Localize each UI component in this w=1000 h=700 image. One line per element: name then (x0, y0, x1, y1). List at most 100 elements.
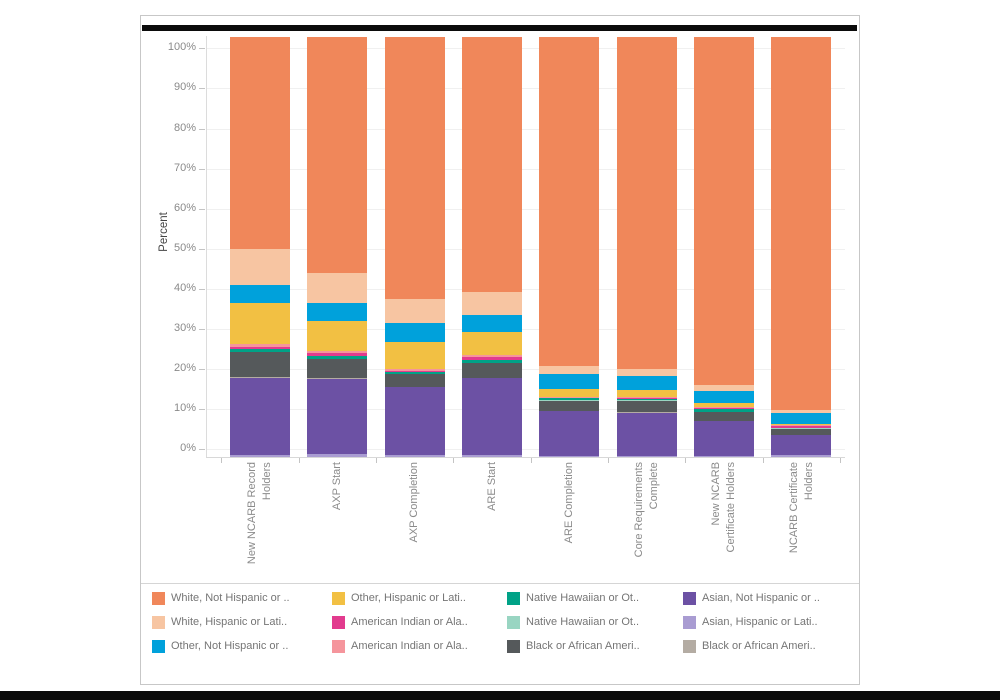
bar-4[interactable] (461, 36, 522, 458)
segment-black_nh[interactable] (616, 400, 677, 413)
legend-label-amind_h: American Indian or Ala.. (351, 640, 468, 652)
segment-amind_nh[interactable] (307, 353, 368, 357)
segment-black_nh[interactable] (461, 363, 522, 378)
segment-white_nh[interactable] (461, 36, 522, 293)
segment-asian_nh[interactable] (384, 387, 445, 456)
segment-other_h[interactable] (771, 423, 832, 426)
legend-item-nathaw_nh[interactable]: Native Hawaiian or Ot.. (507, 589, 639, 607)
segment-black_nh[interactable] (694, 412, 754, 421)
segment-amind_h[interactable] (771, 425, 832, 427)
segment-asian_h[interactable] (461, 455, 522, 458)
segment-white_h[interactable] (616, 368, 677, 377)
bar-1[interactable] (229, 36, 290, 458)
segment-white_h[interactable] (539, 365, 600, 374)
segment-asian_nh[interactable] (539, 411, 600, 456)
segment-amind_h[interactable] (539, 396, 600, 398)
segment-other_h[interactable] (461, 331, 522, 356)
segment-other_nh[interactable] (384, 322, 445, 342)
segment-amind_h[interactable] (461, 355, 522, 358)
segment-amind_h[interactable] (229, 344, 290, 347)
legend-item-white_h[interactable]: White, Hispanic or Lati.. (152, 613, 287, 631)
segment-amind_nh[interactable] (461, 357, 522, 360)
segment-asian_nh[interactable] (229, 377, 290, 455)
segment-amind_nh[interactable] (539, 397, 600, 399)
bar-2[interactable] (307, 36, 368, 458)
segment-white_nh[interactable] (694, 36, 754, 385)
bar-3[interactable] (384, 36, 445, 458)
segment-other_nh[interactable] (461, 315, 522, 332)
segment-white_nh[interactable] (384, 36, 445, 300)
segment-asian_nh[interactable] (771, 435, 832, 456)
segment-white_h[interactable] (461, 292, 522, 316)
segment-amind_nh[interactable] (616, 397, 677, 399)
legend-item-amind_h[interactable]: American Indian or Ala.. (332, 637, 468, 655)
segment-nathaw_nh[interactable] (461, 359, 522, 363)
segment-black_nh[interactable] (771, 428, 832, 435)
segment-asian_h[interactable] (229, 454, 290, 458)
segment-white_h[interactable] (307, 272, 368, 303)
segment-white_h[interactable] (229, 248, 290, 285)
segment-nathaw_nh[interactable] (616, 398, 677, 401)
segment-other_h[interactable] (384, 341, 445, 369)
segment-white_h[interactable] (384, 299, 445, 323)
segment-nathaw_nh[interactable] (539, 398, 600, 401)
legend-item-other_nh[interactable]: Other, Not Hispanic or .. (152, 637, 288, 655)
legend-item-asian_h[interactable]: Asian, Hispanic or Lati.. (683, 613, 818, 631)
segment-nathaw_nh[interactable] (229, 349, 290, 353)
segment-amind_nh[interactable] (229, 346, 290, 350)
segment-white_nh[interactable] (616, 36, 677, 369)
segment-black_nh[interactable] (229, 352, 290, 378)
segment-asian_nh[interactable] (694, 421, 754, 456)
segment-other_h[interactable] (616, 389, 677, 398)
segment-white_nh[interactable] (307, 36, 368, 273)
segment-asian_h[interactable] (384, 455, 445, 458)
segment-other_h[interactable] (307, 320, 368, 351)
segment-nathaw_nh[interactable] (384, 372, 445, 374)
segment-white_h[interactable] (694, 384, 754, 391)
bar-6[interactable] (616, 36, 677, 458)
segment-amind_h[interactable] (384, 368, 445, 371)
segment-other_h[interactable] (539, 389, 600, 397)
segment-white_nh[interactable] (771, 36, 832, 411)
segment-amind_h[interactable] (616, 397, 677, 398)
segment-other_nh[interactable] (694, 390, 754, 404)
legend-item-black_h[interactable]: Black or African Ameri.. (683, 637, 816, 655)
segment-other_nh[interactable] (229, 284, 290, 304)
segment-amind_nh[interactable] (384, 370, 445, 373)
legend-item-other_h[interactable]: Other, Hispanic or Lati.. (332, 589, 466, 607)
bar-7[interactable] (694, 36, 754, 458)
segment-other_nh[interactable] (539, 373, 600, 390)
segment-asian_h[interactable] (307, 454, 368, 458)
bar-5[interactable] (539, 36, 600, 458)
segment-asian_h[interactable] (694, 455, 754, 458)
segment-asian_nh[interactable] (616, 412, 677, 456)
segment-other_nh[interactable] (771, 412, 832, 424)
segment-asian_nh[interactable] (307, 378, 368, 455)
legend-item-white_nh[interactable]: White, Not Hispanic or .. (152, 589, 290, 607)
segment-black_nh[interactable] (539, 400, 600, 411)
segment-white_nh[interactable] (229, 36, 290, 249)
segment-amind_h[interactable] (307, 350, 368, 354)
segment-nathaw_nh[interactable] (694, 409, 754, 412)
segment-black_nh[interactable] (384, 374, 445, 387)
segment-white_nh[interactable] (539, 36, 600, 366)
legend-item-amind_nh[interactable]: American Indian or Ala.. (332, 613, 468, 631)
segment-other_h[interactable] (694, 403, 754, 408)
segment-other_nh[interactable] (616, 376, 677, 390)
legend-item-black_nh[interactable]: Black or African Ameri.. (507, 637, 640, 655)
segment-black_nh[interactable] (307, 359, 368, 379)
legend-item-asian_nh[interactable]: Asian, Not Hispanic or .. (683, 589, 820, 607)
segment-other_nh[interactable] (307, 302, 368, 321)
segment-nathaw_nh[interactable] (307, 356, 368, 359)
segment-amind_nh[interactable] (771, 426, 832, 428)
segment-other_h[interactable] (229, 303, 290, 345)
segment-amind_nh[interactable] (694, 408, 754, 410)
segment-amind_h[interactable] (694, 407, 754, 409)
segment-asian_h[interactable] (771, 455, 832, 458)
segment-asian_nh[interactable] (461, 378, 522, 456)
segment-asian_h[interactable] (539, 455, 600, 458)
bar-8[interactable] (771, 36, 832, 458)
segment-asian_h[interactable] (616, 455, 677, 458)
segment-white_h[interactable] (771, 410, 832, 413)
legend-item-nathaw_h[interactable]: Native Hawaiian or Ot.. (507, 613, 639, 631)
